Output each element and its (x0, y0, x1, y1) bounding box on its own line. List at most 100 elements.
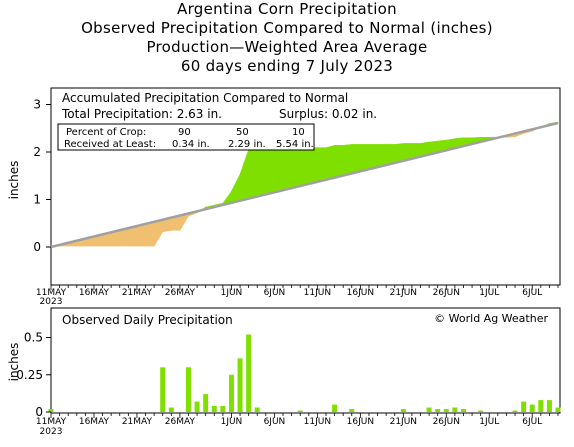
chart-title: Argentina Corn Precipitation (177, 0, 397, 18)
surplus-label: Surplus: 0.02 in. (279, 107, 377, 121)
x-tick-label: 11MAY (36, 288, 67, 298)
crop-table-row2-label: Received at Least: (64, 139, 156, 150)
surplus-area-segment (291, 147, 301, 189)
x-tick-label: 16JUN (347, 288, 374, 298)
daily-panel: Observed Daily Precipitation © World Ag … (7, 307, 561, 437)
surplus-area-segment (256, 147, 267, 197)
daily-precipitation-bar (435, 409, 441, 412)
crop-table-row1-value-2: 50 (236, 127, 249, 138)
x-tick-label: 21MAY (122, 417, 153, 427)
daily-precipitation-bar (160, 367, 166, 412)
daily-precipitation-bar (538, 400, 544, 412)
x-tick-label: 16MAY (79, 417, 110, 427)
crop-table-row1-value-1: 90 (178, 127, 191, 138)
normal-precipitation-line (50, 121, 559, 249)
x-year-label: 2023 (40, 297, 63, 307)
daily-precipitation-bar (460, 409, 466, 412)
crop-table-row1-label: Percent of Crop: (66, 127, 146, 138)
total-precipitation-label: Total Precipitation: 2.63 in. (61, 107, 222, 121)
x-tick-label: 26JUN (433, 417, 460, 427)
y-tick-label: 1 (33, 193, 41, 207)
daily-precipitation-bar (426, 407, 432, 412)
y-tick-label: 0.25 (16, 368, 43, 382)
surplus-area-segment (282, 147, 292, 191)
crop-table-row2-value-1: 0.34 in. (172, 139, 210, 150)
x-tick-label: 1JUN (221, 288, 243, 298)
x-tick-label: 11JUN (304, 417, 331, 427)
x-tick-label: 21JUN (390, 417, 417, 427)
daily-precipitation-bar (452, 407, 458, 412)
y-tick-label: 0 (33, 240, 41, 254)
daily-precipitation-bar (168, 407, 174, 412)
crop-table-row2-value-3: 5.54 in. (276, 139, 314, 150)
x-tick-label: 11JUN (304, 288, 331, 298)
deficit-area-segment (145, 221, 155, 247)
x-tick-label: 6JUN (264, 288, 286, 298)
daily-precipitation-bar (555, 407, 561, 412)
surplus-area-segment (274, 147, 284, 193)
x-tick-label: 26MAY (165, 288, 196, 298)
x-tick-label: 1JUL (479, 288, 499, 298)
daily-precipitation-bar (237, 358, 243, 412)
surplus-area-segment (325, 144, 335, 181)
accumulated-x-axis: 11MAY 16MAY 21MAY 26MAY 1JUN 6JUN 11JUN 16JUN 21… (36, 285, 559, 307)
chart-title-block: Argentina Corn Precipitation Observed Pr… (0, 0, 574, 76)
daily-precipitation-bar (546, 400, 552, 412)
surplus-area-segment (351, 144, 361, 174)
surplus-area-segment (265, 147, 275, 195)
surplus-area-segment (248, 147, 258, 200)
chart-subtitle-3: 60 days ending 7 July 2023 (180, 57, 394, 75)
daily-precipitation-bar (400, 409, 406, 412)
y-tick-label: 2 (33, 145, 41, 159)
accumulated-y-axis-label: inches (7, 161, 21, 200)
x-tick-label: 21JUN (390, 288, 417, 298)
surplus-area-segment (334, 145, 344, 179)
daily-precipitation-bar (349, 409, 355, 412)
daily-y-axis-label: inches (7, 343, 21, 382)
surplus-area-segment (308, 147, 318, 185)
daily-x-axis: 11MAY 16MAY 21MAY 26MAY 1JUN 6JUN 11JUN 16JUN 21… (36, 413, 559, 437)
accumulated-y-axis: 0 1 2 3 (33, 98, 51, 254)
daily-precipitation-bar (48, 409, 54, 412)
daily-precipitation-bar (246, 334, 252, 412)
daily-precipitation-bar (254, 407, 260, 412)
daily-precipitation-bar (521, 401, 527, 412)
daily-y-axis: 0 0.25 0.5 (16, 331, 51, 419)
surplus-area-segment (385, 144, 396, 166)
surplus-area-segment (299, 147, 310, 187)
x-tick-label: 26MAY (165, 417, 196, 427)
x-tick-label: 6JUL (522, 417, 542, 427)
x-tick-label: 11MAY (36, 417, 67, 427)
accumulated-line-group (50, 121, 559, 249)
x-tick-label: 6JUL (522, 288, 542, 298)
surplus-area-segment (368, 144, 378, 170)
daily-precipitation-bar (220, 406, 226, 412)
daily-precipitation-bar (443, 409, 449, 412)
daily-precipitation-bar (203, 394, 209, 412)
daily-title: Observed Daily Precipitation (62, 313, 233, 327)
daily-precipitation-bar (185, 367, 191, 412)
x-year-label: 2023 (40, 427, 63, 437)
y-tick-label: 0.5 (24, 331, 43, 345)
accumulated-panel: Accumulated Precipitation Compared to No… (7, 87, 561, 307)
x-tick-label: 1JUN (221, 417, 243, 427)
daily-precipitation-bar (332, 404, 338, 412)
crop-table-box (57, 123, 315, 151)
credit-label: © World Ag Weather (434, 312, 548, 325)
deficit-area-segment (136, 223, 146, 247)
chart-subtitle-2: Production—Weighted Area Average (146, 38, 428, 56)
daily-precipitation-bar (211, 406, 217, 412)
x-tick-label: 16MAY (79, 288, 110, 298)
daily-plot-frame (50, 307, 561, 414)
crop-table-row2-value-2: 2.29 in. (228, 139, 266, 150)
crop-table-row1-value-3: 10 (292, 127, 305, 138)
daily-precipitation-bar (297, 410, 303, 412)
daily-bar-group (48, 334, 561, 412)
daily-precipitation-bar (512, 410, 518, 412)
chart-subtitle-1: Observed Precipitation Compared to Norma… (81, 19, 493, 37)
daily-precipitation-bar (478, 410, 484, 412)
x-tick-label: 16JUN (347, 417, 374, 427)
x-tick-label: 1JUL (479, 417, 499, 427)
x-tick-label: 26JUN (433, 288, 460, 298)
